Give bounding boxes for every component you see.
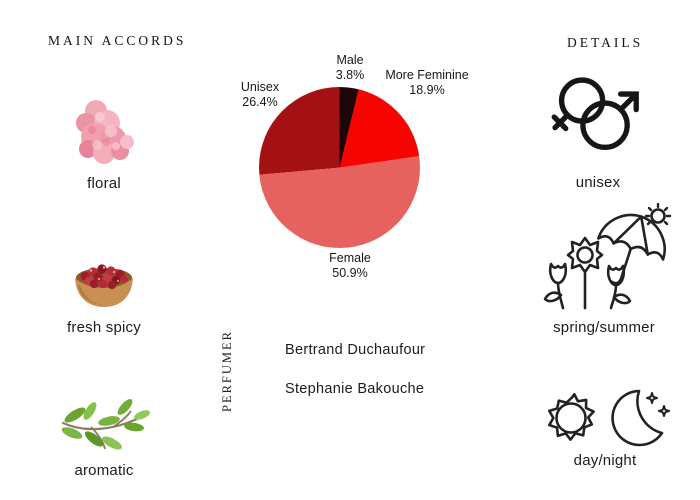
pie-label-unisex: Unisex 26.4% [230, 80, 290, 110]
pie-label-unisex-name: Unisex [240, 80, 280, 94]
details-title: DETAILS [567, 35, 644, 50]
perfumer-name-1: Bertrand Duchaufour [285, 342, 426, 358]
perfumer-name-2: Stephanie Bakouche [285, 381, 425, 397]
detail-label-unisex: unisex [575, 174, 621, 191]
detail-item-spring-summer: spring/summer [535, 203, 673, 336]
pie-label-male-pct: 3.8% [335, 68, 365, 82]
detail-label-spring-summer: spring/summer [553, 319, 655, 336]
pie-label-unisex-pct: 26.4% [242, 95, 278, 109]
berry-bowl-icon [75, 264, 133, 307]
pie-label-male-name: Male [336, 53, 364, 67]
accord-item-floral: floral [48, 97, 160, 192]
pie-label-female-pct: 50.9% [332, 266, 368, 280]
accord-item-aromatic: aromatic [48, 395, 160, 479]
pie-label-male: Male 3.8% [317, 53, 383, 83]
perfumer-title: PERFUMER [220, 330, 234, 412]
detail-item-unisex: unisex [543, 76, 653, 191]
detail-item-day-night: day/night [540, 384, 670, 469]
herb-sprig-icon [61, 399, 151, 450]
pie-label-more-feminine-name: More Feminine [385, 68, 469, 82]
main-accords-title: MAIN ACCORDS [48, 33, 187, 48]
detail-label-day-night: day/night [573, 452, 637, 469]
pink-carnation-icon [76, 100, 134, 164]
pie-label-female: Female 50.9% [316, 251, 384, 281]
pie-label-more-feminine: More Feminine 18.9% [374, 68, 480, 98]
sun-moon-icon [547, 389, 670, 447]
pie-label-more-feminine-pct: 18.9% [409, 83, 445, 97]
flowers-umbrella-sun-icon [543, 203, 672, 310]
accord-label-aromatic: aromatic [74, 462, 134, 479]
accord-item-fresh-spicy: fresh spicy [48, 258, 160, 336]
pie-chart [259, 87, 420, 248]
accord-label-fresh-spicy: fresh spicy [67, 319, 141, 336]
gender-unisex-icon [551, 77, 639, 151]
accord-label-floral: floral [87, 175, 121, 192]
pie-label-female-name: Female [329, 251, 371, 265]
